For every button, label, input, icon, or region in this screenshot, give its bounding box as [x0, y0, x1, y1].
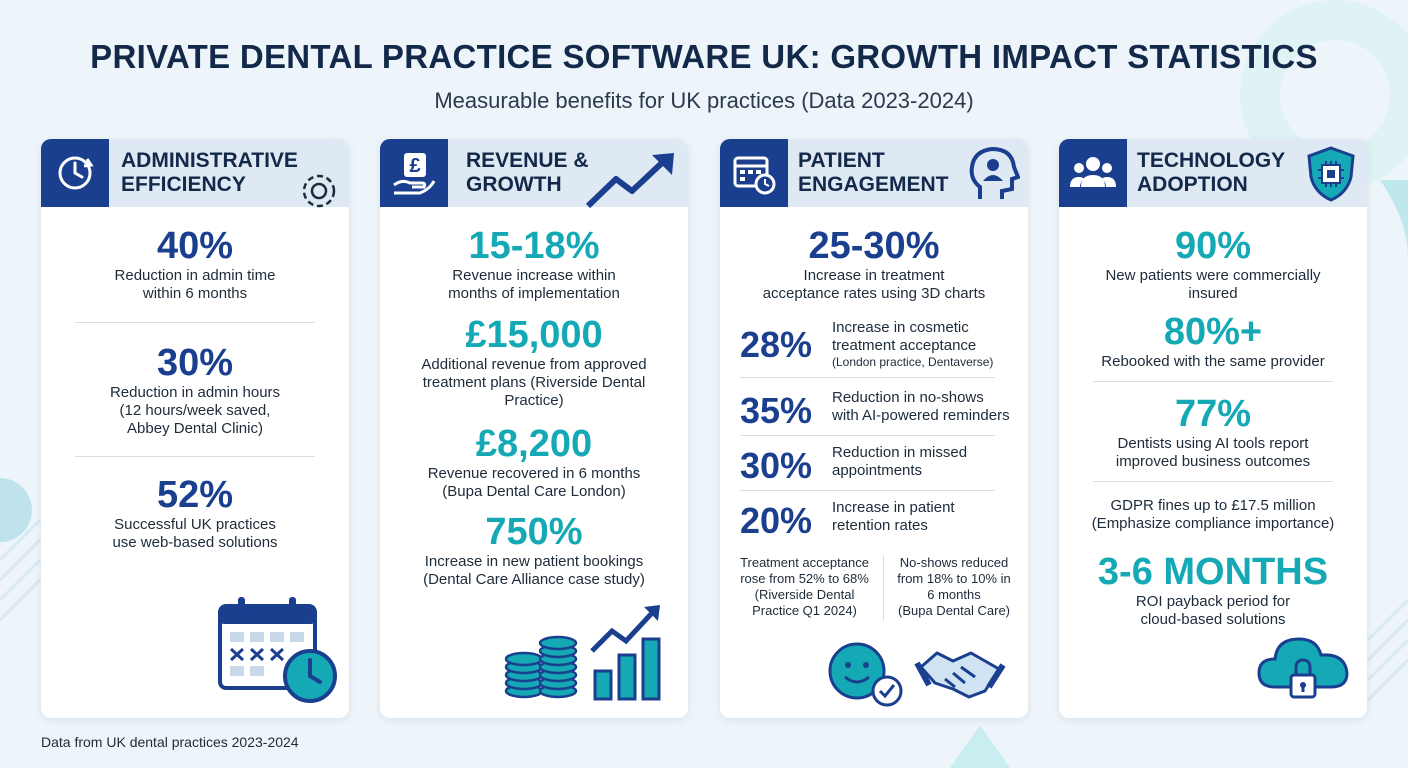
- head-profile-icon: [969, 146, 1020, 199]
- divider: [75, 456, 315, 457]
- stat-block: 40% Reduction in admin time within 6 mon…: [114, 225, 276, 302]
- stat-block: 80%+ Rebooked with the same provider: [1101, 311, 1325, 370]
- page-subtitle: Measurable benefits for UK practices (Da…: [434, 88, 974, 113]
- card-revenue-growth: £ REVENUE & GROWTH 15-18% Revenue increas…: [380, 139, 688, 718]
- card-title: REVENUE & GROWTH: [466, 149, 589, 196]
- users-group-icon: [1059, 139, 1127, 207]
- card-patient-engagement: PATIENT ENGAGEMENT 25-30% Increase in tre…: [720, 139, 1028, 718]
- calendar-clock-icon: [218, 597, 337, 703]
- stat-block: 25-30% Increase in treatment acceptance …: [762, 225, 986, 302]
- stat-row: 30% Reduction in missed appointments: [740, 444, 968, 486]
- divider: [1093, 481, 1333, 482]
- page-title: PRIVATE DENTAL PRACTICE SOFTWARE UK: GRO…: [90, 38, 1318, 75]
- pound-hand-icon: £: [380, 139, 448, 207]
- stat-row: 35% Reduction in no-shows with AI-powered…: [740, 389, 1010, 431]
- trend-arrow-icon: [586, 153, 674, 209]
- card-title: ADMINISTRATIVE EFFICIENCY: [121, 149, 298, 196]
- svg-text:£: £: [409, 155, 420, 177]
- stat-block: 750% Increase in new patient bookings (D…: [423, 511, 645, 588]
- note-left: Treatment acceptance rose from 52% to 68%…: [740, 555, 869, 618]
- stat-row: 28% Increase in cosmetic treatment accept…: [740, 319, 994, 369]
- card-title: PATIENT ENGAGEMENT: [798, 149, 949, 196]
- stat-block: GDPR fines up to £17.5 million (Emphasiz…: [1091, 497, 1335, 532]
- stat-block: 30% Reduction in admin hours (12 hours/w…: [109, 342, 281, 437]
- calendar-clock-icon: [720, 139, 788, 207]
- divider: [883, 555, 884, 621]
- card-administrative-efficiency: ADMINISTRATIVE EFFICIENCY 40% Reduction i…: [41, 139, 349, 718]
- clock-refresh-icon: [41, 139, 109, 207]
- card-header: £ REVENUE & GROWTH: [380, 139, 688, 209]
- divider: [740, 490, 995, 491]
- stat-block: 90% New patients were commercially insur…: [1105, 225, 1321, 302]
- divider: [740, 377, 995, 378]
- card-title: TECHNOLOGY ADOPTION: [1137, 149, 1286, 196]
- divider: [1093, 381, 1333, 382]
- card-header: PATIENT ENGAGEMENT: [720, 139, 1028, 207]
- smiley-handshake-icon: [828, 642, 1006, 707]
- coins-bar-chart-icon: [504, 605, 661, 701]
- card-header: ADMINISTRATIVE EFFICIENCY: [41, 139, 349, 208]
- stat-row: 20% Increase in patient retention rates: [740, 499, 955, 541]
- card-technology-adoption: TECHNOLOGY ADOPTION 90% New patients were…: [1059, 139, 1367, 718]
- stat-block: 15-18% Revenue increase within months of…: [448, 225, 620, 302]
- stat-block: 77% Dentists using AI tools report impro…: [1115, 393, 1311, 470]
- stat-block: £15,000 Additional revenue from approved…: [421, 314, 647, 409]
- stat-block: 52% Successful UK practices use web-base…: [112, 474, 278, 551]
- gear-icon: [295, 167, 343, 220]
- divider: [740, 435, 995, 436]
- stat-block: 3-6 MONTHS ROI payback period for cloud-…: [1097, 551, 1329, 628]
- footer-note: Data from UK dental practices 2023-2024: [41, 734, 299, 750]
- shield-chip-icon: [1307, 146, 1355, 202]
- divider: [75, 322, 315, 323]
- note-right: No-shows reduced from 18% to 10% in 6 mont…: [897, 555, 1011, 618]
- card-header: TECHNOLOGY ADOPTION: [1059, 139, 1367, 207]
- stat-block: £8,200 Revenue recovered in 6 months (Bu…: [427, 423, 641, 500]
- cloud-lock-icon: [1257, 637, 1349, 699]
